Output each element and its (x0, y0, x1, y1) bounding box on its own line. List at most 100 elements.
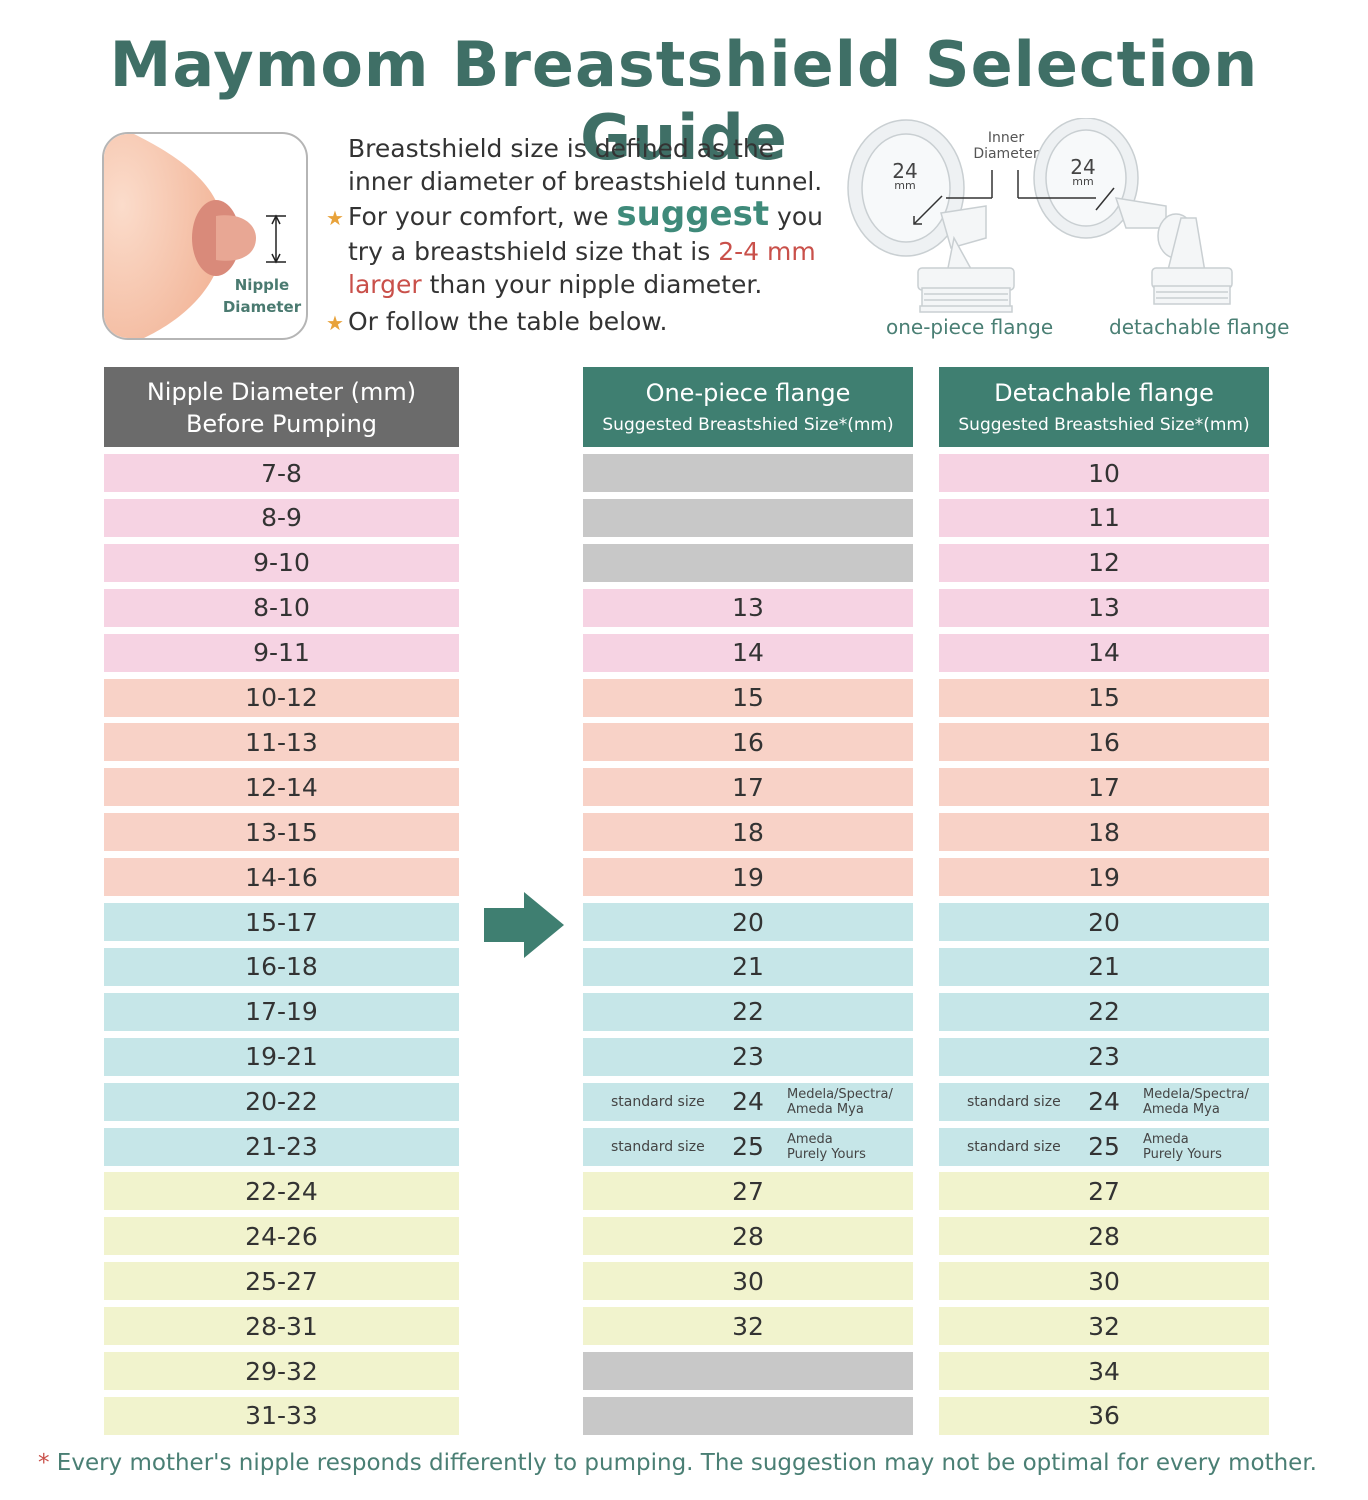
onepiece-cell: 27 (583, 1172, 913, 1211)
footnote-asterisk: * (38, 1450, 50, 1476)
detachable-cell: 14 (939, 633, 1269, 672)
detachable-cell: 27 (939, 1172, 1269, 1211)
one-piece-size-unit: mm (894, 179, 916, 192)
onepiece-cell: 30 (583, 1262, 913, 1301)
compatible-brands-line1: Ameda (787, 1131, 833, 1147)
desc-line-4a: try a breastshield size that is (348, 237, 719, 266)
detachable-value: 15 (1088, 683, 1120, 712)
standard-size-note: standard size (611, 1138, 705, 1155)
nipple-value: 15-17 (245, 907, 318, 937)
detachable-cell: 34 (939, 1352, 1269, 1390)
detachable-size-unit: mm (1072, 175, 1094, 188)
nipple-cell: 8-10 (104, 588, 459, 627)
detachable-cell: 20 (939, 903, 1269, 941)
onepiece-value: 17 (732, 772, 764, 802)
detachable-value: 14 (1088, 638, 1120, 668)
onepiece-cell: 23 (583, 1037, 913, 1076)
nipple-diameter-column: Nipple Diameter (mm) Before Pumping 7-8 8… (104, 367, 459, 1435)
nipple-value: 10-12 (245, 683, 318, 712)
onepiece-cell: 20 (583, 903, 913, 941)
nipple-cell: 17-19 (104, 992, 459, 1031)
nipple-value: 7-8 (261, 458, 302, 488)
compatible-brands-note: Ameda Purely Yours (1143, 1132, 1222, 1162)
star-icon: ★ (326, 311, 344, 335)
compatible-brands-line1: Ameda (1143, 1131, 1189, 1147)
onepiece-cell (583, 1396, 913, 1435)
detachable-value: 17 (1088, 772, 1120, 802)
one-piece-flange-caption: one-piece flange (886, 315, 1054, 339)
onepiece-cell: 15 (583, 678, 913, 717)
detachable-value: 10 (1088, 458, 1120, 488)
detachable-value: 24 (1088, 1087, 1120, 1117)
desc-line-6: ★ Or follow the table below. (326, 305, 836, 340)
nipple-value: 8-9 (261, 503, 302, 533)
suggest-emphasis: suggest (616, 194, 770, 234)
nipple-value: 9-10 (253, 548, 310, 578)
detachable-cell: 30 (939, 1262, 1269, 1301)
desc-line-2: inner diameter of breastshield tunnel. (348, 167, 823, 196)
desc-line-4: try a breastshield size that is 2-4 mm (326, 235, 836, 268)
detachable-value: 32 (1088, 1311, 1120, 1341)
onepiece-value: 28 (732, 1221, 764, 1251)
nipple-label-line2: Diameter (222, 298, 302, 316)
onepiece-cell: 22 (583, 992, 913, 1031)
onepiece-cell: 28 (583, 1217, 913, 1256)
nipple-value: 19-21 (245, 1042, 318, 1072)
nipple-value: 14-16 (245, 862, 318, 892)
detachable-value: 11 (1088, 503, 1120, 533)
page-title: Maymom Breastshield Selection Guide (109, 28, 1259, 174)
onepiece-value: 14 (732, 638, 764, 668)
nipple-cell: 12-14 (104, 768, 459, 807)
nipple-value: 21-23 (245, 1132, 318, 1161)
nipple-cell: 9-10 (104, 543, 459, 582)
detachable-cell: 24 standard size Medela/Spectra/Ameda Mya (939, 1082, 1269, 1121)
nipple-cell: 13-15 (104, 813, 459, 852)
detachable-value: 28 (1088, 1221, 1120, 1251)
nipple-value: 25-27 (245, 1266, 318, 1296)
nipple-cell: 15-17 (104, 903, 459, 941)
compatible-brands-line2: Purely Yours (1143, 1146, 1222, 1162)
nipple-cell: 11-13 (104, 723, 459, 762)
detachable-value: 22 (1088, 997, 1120, 1027)
detachable-header-line1: Detachable flange (994, 379, 1214, 407)
one-piece-header-line2: Suggested Breastshied Size*(mm) (602, 415, 894, 435)
detachable-cell: 17 (939, 768, 1269, 807)
detachable-value: 13 (1088, 593, 1120, 623)
size-description: Breastshield size is defined as the inne… (326, 132, 836, 340)
onepiece-cell: 24 standard size Medela/Spectra/Ameda Mya (583, 1082, 913, 1121)
one-piece-size-number: 24 (892, 159, 918, 183)
nipple-cell: 19-21 (104, 1037, 459, 1076)
onepiece-cell: 19 (583, 858, 913, 897)
nipple-diameter-label: Nipple Diameter (222, 274, 302, 318)
nipple-label-line1: Nipple (234, 276, 290, 294)
one-piece-size-label: 24 mm (880, 159, 930, 192)
standard-size-note: standard size (967, 1093, 1061, 1110)
right-arrow-icon (484, 892, 564, 958)
star-icon: ★ (326, 206, 344, 230)
nipple-cell: 31-33 (104, 1396, 459, 1435)
onepiece-cell: 25 standard size Ameda Purely Yours (583, 1127, 913, 1166)
detachable-value: 27 (1088, 1176, 1120, 1206)
nipple-cell: 25-27 (104, 1262, 459, 1301)
one-piece-column: One-piece flange Suggested Breastshied S… (583, 367, 913, 1435)
desc-line-6-text: Or follow the table below. (348, 307, 668, 336)
detachable-column: Detachable flange Suggested Breastshied … (939, 367, 1269, 1435)
detachable-size-label: 24 mm (1058, 157, 1108, 188)
detachable-value: 18 (1088, 817, 1120, 847)
nipple-value: 9-11 (253, 638, 310, 668)
nipple-value: 22-24 (245, 1176, 318, 1206)
nipple-header-line1: Nipple Diameter (mm) (146, 378, 417, 406)
nipple-cell: 24-26 (104, 1217, 459, 1256)
onepiece-value: 13 (732, 593, 764, 623)
nipple-cell: 21-23 (104, 1127, 459, 1166)
detachable-value: 30 (1088, 1266, 1120, 1296)
nipple-value: 13-15 (245, 817, 318, 847)
nipple-value: 16-18 (245, 952, 318, 982)
detachable-value: 36 (1088, 1401, 1120, 1431)
breast-illustration-icon (104, 134, 286, 338)
detachable-cell: 18 (939, 813, 1269, 852)
onepiece-cell (583, 1352, 913, 1390)
flange-drawing-icon (847, 118, 1233, 313)
inner-diameter-label: Inner Diameter (966, 130, 1046, 162)
nipple-cell: 29-32 (104, 1352, 459, 1390)
